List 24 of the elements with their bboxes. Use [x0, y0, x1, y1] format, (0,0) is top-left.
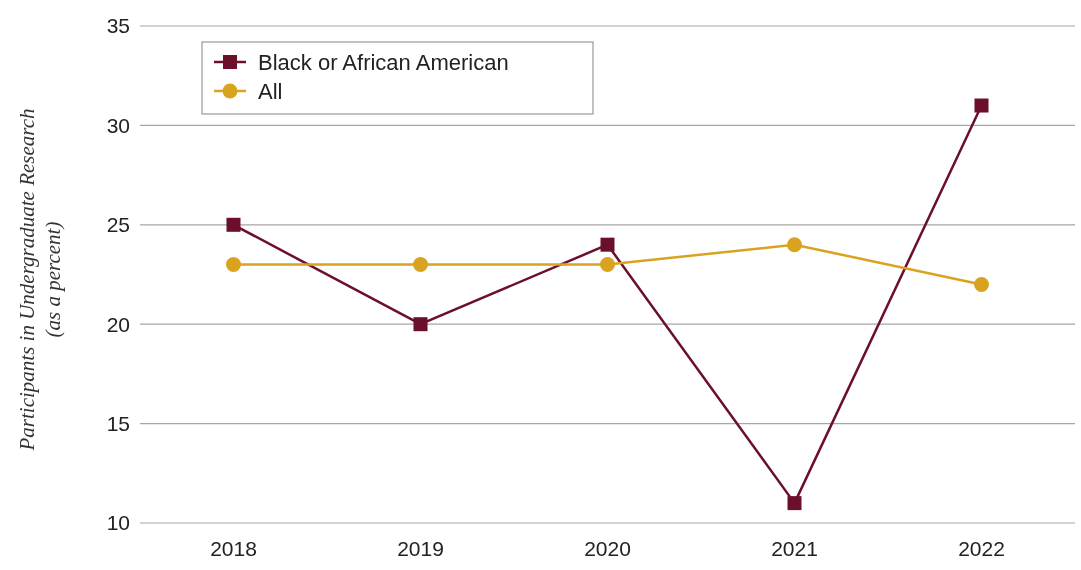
- point: [413, 317, 428, 332]
- point: [600, 257, 615, 273]
- y-tick-label: 30: [106, 113, 130, 137]
- legend-label: Black or African American: [258, 49, 509, 75]
- point: [787, 237, 802, 253]
- x-tick-label: 2018: [210, 537, 257, 560]
- y-tick-label: 10: [106, 511, 130, 535]
- x-tick-label: 2022: [958, 537, 1005, 560]
- x-tick-label: 2019: [397, 537, 444, 560]
- y-axis-title: Participants in Undergraduate Research (as a percent): [15, 108, 65, 452]
- y-tick-label: 35: [106, 14, 130, 38]
- point: [974, 98, 989, 113]
- point: [787, 496, 802, 511]
- y-tick-label: 15: [106, 411, 130, 435]
- point: [600, 237, 615, 252]
- legend-label: All: [258, 78, 283, 104]
- y-tick-label: 20: [106, 312, 130, 336]
- point: [226, 257, 241, 273]
- x-tick-label: 2021: [771, 537, 818, 560]
- y-tick-label: 25: [106, 213, 130, 237]
- point: [974, 276, 989, 292]
- point: [226, 217, 241, 232]
- point: [413, 257, 428, 273]
- x-tick-label: 2020: [584, 537, 631, 560]
